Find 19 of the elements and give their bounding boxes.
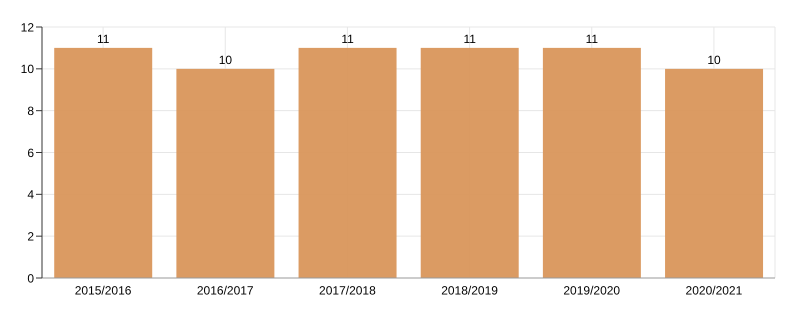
data-label: 10 <box>218 52 232 67</box>
data-label: 11 <box>586 32 598 46</box>
data-label: 11 <box>96 32 110 46</box>
y-tick-label: 8 <box>27 104 34 118</box>
y-tick-label: 2 <box>27 229 34 244</box>
y-tick-label: 6 <box>27 146 34 160</box>
x-tick-label: 2016/2017 <box>196 284 254 298</box>
x-tick-label: 2018/2019 <box>441 284 498 298</box>
data-label: 11 <box>463 32 476 46</box>
x-tick-label: 2017/2018 <box>319 284 376 298</box>
data-label: 11 <box>341 32 354 46</box>
data-label: 10 <box>707 52 722 67</box>
x-tick-label: 2020/2021 <box>686 284 743 298</box>
y-tick-label: 4 <box>27 188 34 202</box>
y-tick-label: 12 <box>20 20 34 34</box>
y-tick-label: 0 <box>27 271 34 286</box>
y-tick-label: 10 <box>20 62 34 76</box>
x-tick-label: 2019/2020 <box>563 284 620 298</box>
x-tick-label: 2015/2016 <box>74 284 132 298</box>
